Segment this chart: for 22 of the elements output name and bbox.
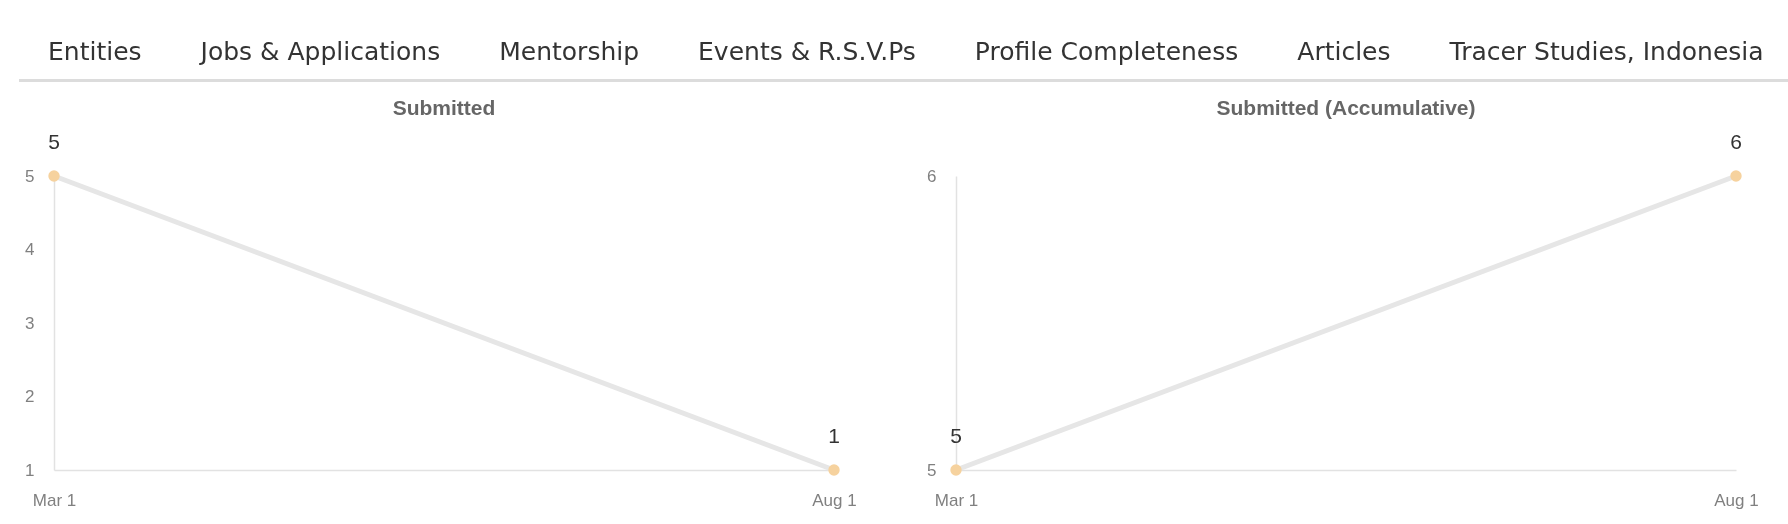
text: Mentorship [499, 36, 640, 68]
x-tick-label: Mar 1 [32, 490, 77, 510]
text: Jobs & Applications [200, 36, 441, 68]
x-tick-label: Mar 1 [934, 490, 979, 510]
y-tick-label: 4 [25, 240, 35, 259]
x-tick-label: Aug 1 [812, 490, 857, 510]
text: Events & R.S.V.Ps [698, 36, 916, 68]
text: Articles [1297, 36, 1391, 68]
y-tick-label: 5 [25, 166, 35, 186]
y-tick-label: 2 [25, 387, 35, 406]
data-label: 5 [48, 130, 60, 153]
chart-title: Submitted (Accumulative) [1216, 96, 1476, 119]
y-tick-label: 3 [25, 313, 35, 333]
x-tick-label: Aug 1 [1714, 490, 1759, 510]
y-tick-label: 1 [25, 460, 35, 480]
text: Tracer Studies, Indonesia [1449, 36, 1764, 68]
text: Profile Completeness [974, 36, 1239, 68]
data-label: 6 [1730, 130, 1742, 153]
data-label: 5 [950, 424, 962, 447]
text: Entities [48, 36, 142, 68]
data-label: 1 [828, 424, 840, 447]
chart-title: Submitted [392, 96, 496, 119]
